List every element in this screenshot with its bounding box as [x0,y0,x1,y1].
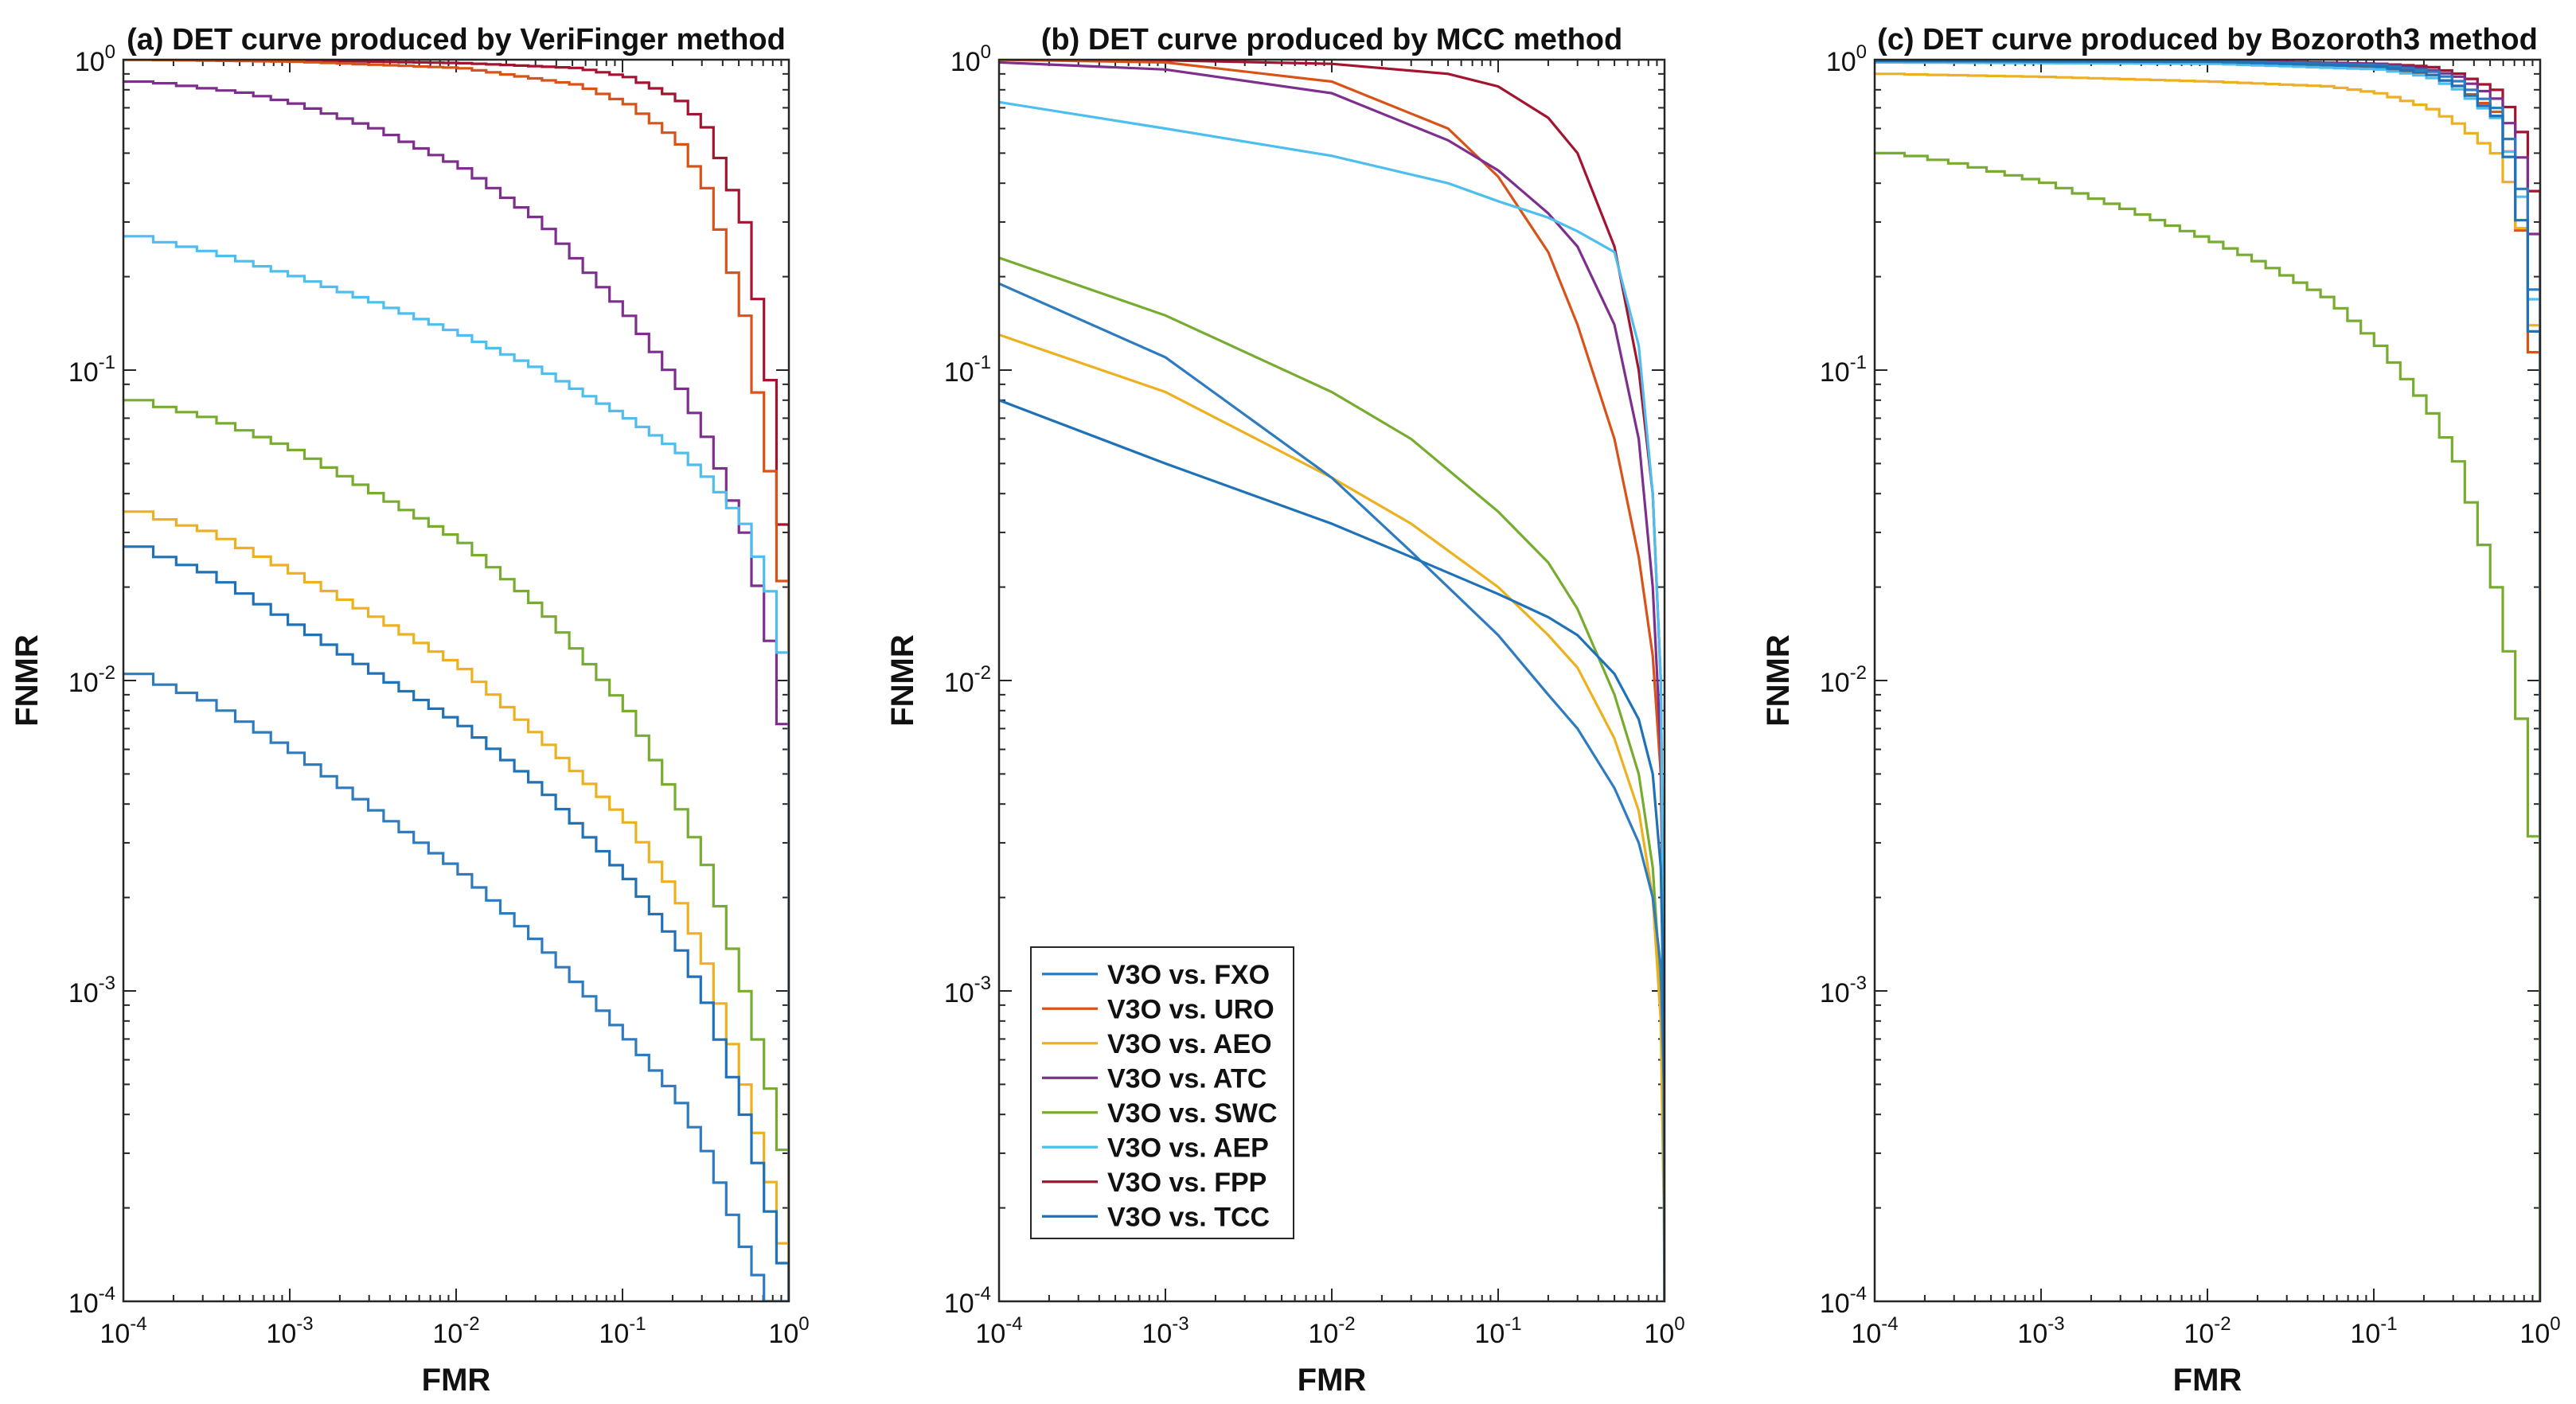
det-panel-3: 10-4 10-3 10-2 10-1 100 10-4 10-3 10-2 10-1 100 (c… [1761,23,2561,1398]
x-tick-label: 100 [2519,1313,2560,1349]
x-tick-label: 10-1 [1474,1313,1521,1349]
plot-area [123,60,789,1301]
y-axis-label: FNMR [10,634,45,727]
series-v3o-vs-tcc [999,399,1665,1301]
x-tick-label: 10-3 [266,1313,313,1349]
series-v3o-vs-aep [1875,60,2540,1301]
series-v3o-vs-aeo [123,510,789,1301]
x-tick-label: 10-2 [1308,1313,1355,1349]
legend-item: V3O vs. AEP [1042,1133,1269,1163]
chart-title: (a) DET curve produced by VeriFinger met… [127,23,786,57]
series-v3o-vs-uro [123,60,789,1301]
series-v3o-vs-aep [999,100,1665,1301]
series-v3o-vs-aep [123,235,789,1301]
x-tick-label: 100 [768,1313,809,1349]
y-tick-label: 100 [950,41,991,77]
legend-item: V3O vs. FPP [1042,1168,1267,1198]
y-tick-label: 10-4 [68,1283,115,1319]
x-tick-label: 10-3 [2017,1313,2064,1349]
series-v3o-vs-swc [1875,151,2540,1301]
plot-area [1875,60,2540,1301]
det-panel-1: 10-4 10-3 10-2 10-1 100 10-4 10-3 10-2 10-1 100 (a… [10,23,810,1398]
plot-frame [997,58,1666,1303]
legend-box [1030,946,1294,1239]
y-tick-label: 10-2 [68,662,115,698]
chart-title: (c) DET curve produced by Bozoroth3 meth… [1877,23,2538,57]
x-tick-label: 10-1 [599,1313,646,1349]
y-tick-label: 10-2 [1820,662,1867,698]
series-v3o-vs-fxo [123,673,789,1301]
y-tick-label: 100 [1826,41,1867,77]
x-tick-label: 100 [1644,1313,1684,1349]
y-tick-label: 10-3 [68,973,115,1008]
y-tick-label: 10-4 [1820,1283,1867,1319]
plot-frame [1873,58,2542,1303]
legend-label: V3O vs. ATC [1107,1063,1267,1094]
chart-title: (b) DET curve produced by MCC method [1041,23,1622,57]
x-tick-label: 10-4 [100,1313,146,1349]
series-v3o-vs-tcc [1875,60,2540,1301]
plot-frame [122,58,790,1303]
series-v3o-vs-aeo [1875,72,2540,1301]
x-tick-label: 10-2 [432,1313,479,1349]
legend-label: V3O vs. FXO [1107,960,1270,990]
x-axis-label: FMR [422,1363,491,1398]
y-tick-label: 10-3 [1820,973,1867,1008]
legend: V3O vs. FXO V3O vs. URO V3O vs. AEO V3O vs.… [1030,946,1294,1239]
legend-label: V3O vs. AEP [1107,1133,1269,1163]
y-tick-label: 10-2 [944,662,991,698]
x-axis-label: FMR [1298,1363,1367,1398]
x-tick-label: 10-4 [1851,1313,1898,1349]
series-v3o-vs-swc [123,399,789,1301]
x-tick-label: 10-3 [1142,1313,1188,1349]
legend-item: V3O vs. ATC [1042,1063,1267,1094]
legend-item: V3O vs. SWC [1042,1098,1278,1129]
series-v3o-vs-tcc [123,545,789,1301]
y-tick-label: 100 [75,41,115,77]
legend-item: V3O vs. URO [1042,994,1274,1024]
legend-item: V3O vs. FXO [1042,960,1270,990]
series-v3o-vs-atc [123,80,789,1301]
series-v3o-vs-fxo [999,282,1665,1301]
x-tick-label: 10-1 [2350,1313,2397,1349]
y-axis-label: FNMR [1761,634,1796,727]
x-tick-label: 10-4 [975,1313,1022,1349]
y-tick-label: 10-1 [944,352,991,388]
y-tick-label: 10-3 [944,973,991,1008]
legend-label: V3O vs. FPP [1107,1168,1267,1198]
legend-item: V3O vs. TCC [1042,1202,1270,1232]
legend-label: V3O vs. URO [1107,994,1274,1024]
legend-item: V3O vs. AEO [1042,1029,1272,1059]
y-tick-label: 10-4 [944,1283,991,1319]
legend-label: V3O vs. SWC [1107,1098,1278,1129]
legend-label: V3O vs. TCC [1107,1202,1270,1232]
x-axis-label: FMR [2173,1363,2242,1398]
axis-ticks [123,59,790,1302]
series-group [1875,60,2540,1301]
series-group [999,60,1665,1301]
legend-label: V3O vs. AEO [1107,1029,1272,1059]
y-tick-label: 10-1 [1820,352,1867,388]
y-tick-label: 10-1 [68,352,115,388]
x-tick-label: 10-2 [2184,1313,2231,1349]
y-axis-label: FNMR [885,634,920,727]
